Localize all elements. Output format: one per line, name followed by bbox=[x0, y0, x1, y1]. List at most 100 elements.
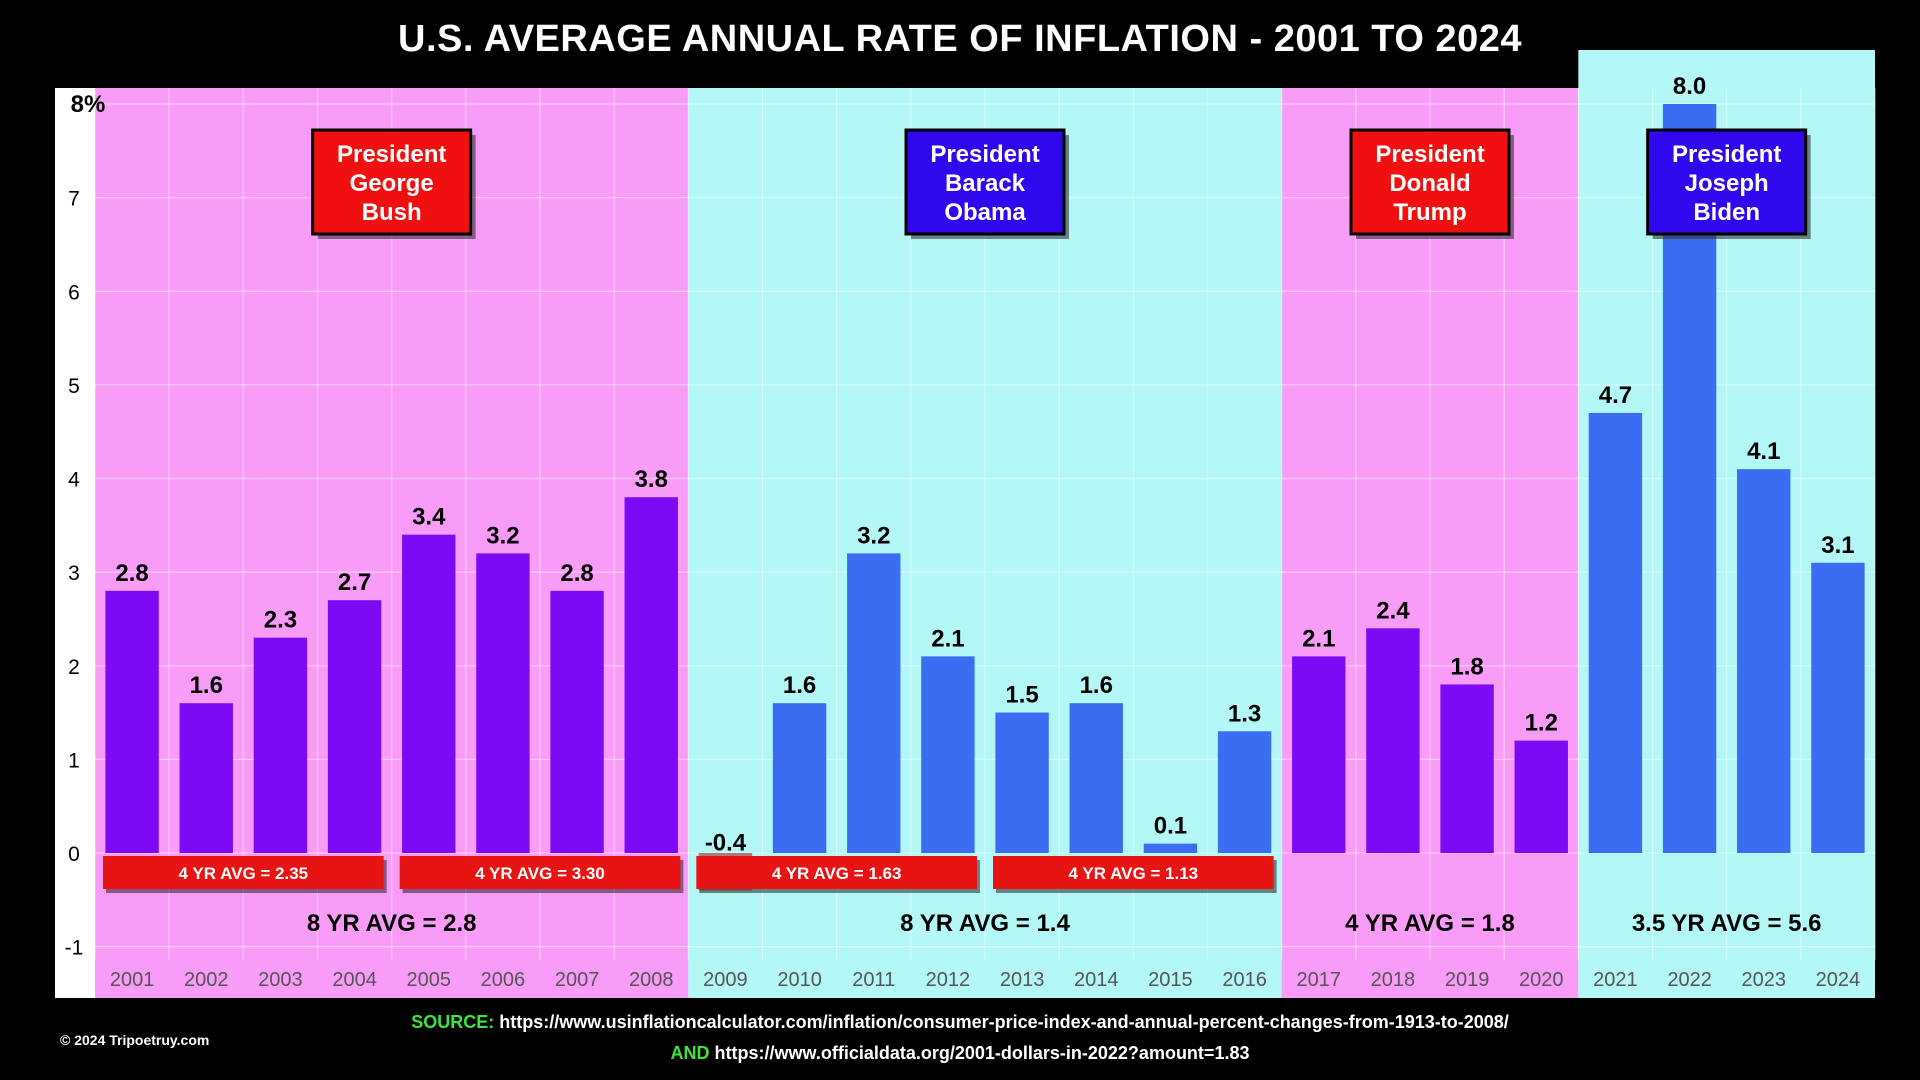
x-tick-label: 2002 bbox=[184, 969, 229, 991]
bar-2010 bbox=[772, 703, 827, 853]
x-tick-label: 2011 bbox=[852, 969, 895, 991]
badge-text-line: George bbox=[350, 170, 434, 197]
y-tick-label: 6 bbox=[68, 281, 80, 304]
bar-value-label: 4.1 bbox=[1747, 438, 1780, 465]
bar-value-label: 3.1 bbox=[1821, 532, 1854, 559]
x-tick-label: 2006 bbox=[481, 969, 526, 991]
y-tick-label: 1 bbox=[68, 749, 80, 772]
badge-box bbox=[1646, 128, 1808, 236]
four-year-average-label: 4 YR AVG = 1.63 bbox=[772, 864, 902, 883]
bar-value-label: 2.1 bbox=[1302, 625, 1335, 652]
term-average-label: 8 YR AVG = 2.8 bbox=[307, 910, 477, 937]
x-tick-label: 2023 bbox=[1742, 969, 1787, 991]
badge-text-line: Obama bbox=[944, 199, 1026, 226]
bar-value-label: 3.4 bbox=[412, 504, 446, 531]
source-and-label: AND bbox=[670, 1043, 710, 1063]
four-year-average-label: 4 YR AVG = 1.13 bbox=[1069, 864, 1199, 883]
bar-value-label: 1.8 bbox=[1450, 653, 1483, 680]
x-tick-label: 2019 bbox=[1445, 969, 1490, 991]
bar-value-label: 3.2 bbox=[857, 522, 890, 549]
chart-title: U.S. AVERAGE ANNUAL RATE OF INFLATION - … bbox=[398, 18, 1522, 60]
bar-value-label: 4.7 bbox=[1599, 382, 1632, 409]
bar-2018 bbox=[1366, 628, 1420, 853]
four-year-average-label: 4 YR AVG = 2.35 bbox=[179, 864, 309, 883]
bar-2013 bbox=[995, 712, 1049, 853]
bar-value-label: 1.6 bbox=[783, 672, 816, 699]
x-tick-label: 2008 bbox=[629, 969, 674, 991]
bar-value-label: 8.0 bbox=[1673, 73, 1706, 100]
x-tick-label: 2017 bbox=[1297, 969, 1342, 991]
bar-2016 bbox=[1217, 731, 1272, 853]
x-tick-label: 2015 bbox=[1148, 969, 1193, 991]
bar-value-label: 3.2 bbox=[486, 522, 519, 549]
x-tick-label: 2001 bbox=[110, 969, 155, 991]
source-label: SOURCE: bbox=[411, 1012, 495, 1032]
badge-box bbox=[904, 128, 1066, 236]
y-tick-label: 8% bbox=[71, 91, 106, 118]
bar-2002 bbox=[179, 703, 233, 853]
term-average-label: 3.5 YR AVG = 5.6 bbox=[1632, 910, 1822, 937]
y-tick-label: 7 bbox=[68, 188, 80, 211]
x-tick-label: 2010 bbox=[777, 969, 822, 991]
x-tick-label: 2024 bbox=[1816, 969, 1861, 991]
badge-text-line: President bbox=[930, 141, 1039, 168]
bar-2020 bbox=[1514, 740, 1568, 853]
source-line-1: SOURCE: https://www.usinflationcalculato… bbox=[0, 1012, 1920, 1033]
bar-2003 bbox=[253, 637, 308, 853]
y-axis: 8% 7 6 5 4 3 2 1 0 -1 bbox=[65, 91, 106, 960]
bar-2001 bbox=[105, 590, 159, 853]
bar-2021 bbox=[1588, 412, 1643, 853]
source-line-2: AND https://www.officialdata.org/2001-do… bbox=[0, 1043, 1920, 1064]
bar-2008 bbox=[624, 497, 678, 853]
badge-text-line: President bbox=[337, 141, 446, 168]
bar-2023 bbox=[1737, 469, 1791, 853]
x-tick-label: 2007 bbox=[555, 969, 600, 991]
bar-value-label: 1.6 bbox=[190, 672, 223, 699]
x-tick-label: 2021 bbox=[1593, 969, 1638, 991]
bar-value-label: 1.2 bbox=[1525, 710, 1558, 737]
badge-text-line: President bbox=[1375, 141, 1484, 168]
source-url-1[interactable]: https://www.usinflationcalculator.com/in… bbox=[499, 1012, 1509, 1032]
bar-value-label: 2.4 bbox=[1376, 597, 1410, 624]
avg-banner bbox=[399, 856, 681, 889]
x-tick-label: 2018 bbox=[1371, 969, 1416, 991]
bar-2006 bbox=[476, 553, 530, 853]
copyright-text: © 2024 Tripoetruy.com bbox=[60, 1032, 210, 1048]
bars: 2.8 2001 1.6 2002 2.3 2003 2.7 2004 3.4 2005 3.2 20… bbox=[105, 73, 1865, 991]
bar-2017 bbox=[1292, 656, 1346, 853]
bar-2015 bbox=[1143, 843, 1198, 853]
badge-box bbox=[1349, 128, 1511, 236]
x-tick-label: 2013 bbox=[1000, 969, 1045, 991]
y-tick-label: -1 bbox=[65, 937, 84, 960]
badge-text-line: Joseph bbox=[1685, 170, 1769, 197]
bar-value-label: 2.8 bbox=[560, 560, 593, 587]
y-tick-label: 5 bbox=[68, 375, 80, 398]
bar-2012 bbox=[921, 656, 975, 853]
x-tick-label: 2016 bbox=[1222, 969, 1267, 991]
bar-value-label: -0.4 bbox=[705, 829, 747, 856]
x-tick-label: 2009 bbox=[703, 969, 748, 991]
term-average-label: 8 YR AVG = 1.4 bbox=[900, 910, 1070, 937]
bar-value-label: 2.7 bbox=[338, 569, 371, 596]
x-tick-label: 2012 bbox=[926, 969, 971, 991]
x-tick-label: 2004 bbox=[332, 969, 377, 991]
badge-text-line: President bbox=[1672, 141, 1781, 168]
bar-2011 bbox=[847, 553, 901, 853]
badge-text-line: Biden bbox=[1693, 199, 1760, 226]
bar-2024 bbox=[1811, 562, 1865, 853]
y-tick-label: 4 bbox=[68, 469, 80, 492]
bar-2019 bbox=[1440, 684, 1494, 853]
source-url-2[interactable]: https://www.officialdata.org/2001-dollar… bbox=[714, 1043, 1250, 1063]
bar-2004 bbox=[327, 600, 382, 853]
bar-value-label: 2.8 bbox=[115, 560, 148, 587]
badge-box bbox=[311, 128, 473, 236]
bar-2014 bbox=[1069, 703, 1123, 853]
term-average-label: 4 YR AVG = 1.8 bbox=[1345, 910, 1515, 937]
four-year-average-label: 4 YR AVG = 3.30 bbox=[475, 864, 605, 883]
badge-text-line: Donald bbox=[1389, 170, 1470, 197]
y-tick-label: 2 bbox=[68, 656, 80, 679]
